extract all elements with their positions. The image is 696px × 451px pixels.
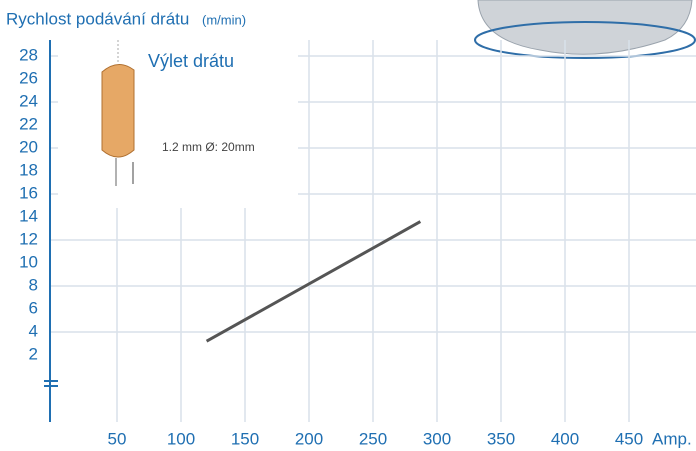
x-tick-label: 450 (615, 429, 643, 448)
y-axis (44, 40, 58, 422)
x-tick-label: 400 (551, 429, 579, 448)
y-tick-label: 18 (19, 160, 38, 179)
y-tick-label: 12 (19, 229, 38, 248)
x-tick-label: 200 (295, 429, 323, 448)
chart: Výlet drátu 1.2 mm Ø: 20mm Rychlost podá… (0, 0, 696, 451)
y-tick-label: 20 (19, 137, 38, 156)
y-tick-label: 14 (19, 206, 38, 225)
x-tick-label: 300 (423, 429, 451, 448)
chart-title: Rychlost podávání drátu (6, 9, 189, 28)
x-tick-label: 100 (167, 429, 195, 448)
x-tick-label: 250 (359, 429, 387, 448)
y-tick-label: 4 (29, 321, 38, 340)
spool-illustration (475, 0, 695, 58)
y-tick-label: 28 (19, 45, 38, 64)
y-tick-label: 22 (19, 114, 38, 133)
x-unit: Amp. (652, 429, 692, 448)
y-tick-label: 24 (19, 91, 38, 110)
y-tick-label: 10 (19, 252, 38, 271)
x-tick-label: 50 (108, 429, 127, 448)
x-tick-label: 350 (487, 429, 515, 448)
y-unit: (m/min) (202, 12, 246, 27)
inset-label: Výlet drátu (148, 51, 234, 71)
inset-note: 1.2 mm Ø: 20mm (162, 140, 255, 154)
y-tick-label: 26 (19, 68, 38, 87)
y-tick-label: 16 (19, 183, 38, 202)
y-tick-label: 8 (29, 275, 38, 294)
x-tick-label: 150 (231, 429, 259, 448)
y-tick-label: 2 (29, 344, 38, 363)
y-tick-label: 6 (29, 298, 38, 317)
